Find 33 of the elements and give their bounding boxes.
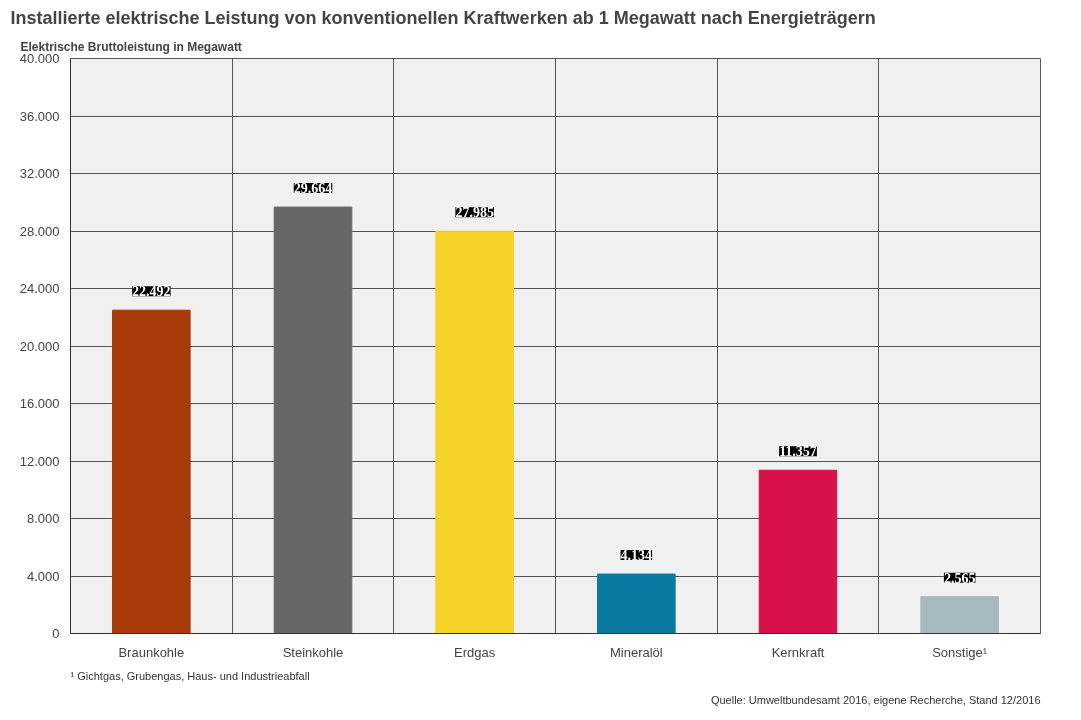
y-tick-label: 4.000 [26,568,60,584]
source-note: Quelle: Umweltbundesamt 2016, eigene Recherche, Stand 12/2016 [710,693,1041,706]
chart-title: Installierte elektrische Leistung von konventionellen Kraftwerken ab 1 Megawatt nach Energieträgern [10,7,876,28]
y-axis-title: Elektrische Bruttoleistung in Megawatt [20,39,242,54]
x-tick-label: Sonstige¹ [932,644,988,660]
data-label: 4.134 [620,548,653,564]
y-tick-label: 0 [52,626,60,641]
x-tick-label: Braunkohle [118,644,185,660]
y-tick-label: 16.000 [19,396,60,411]
y-tick-label: 12.000 [19,453,60,469]
x-tick-label: Mineralöl [609,644,663,660]
x-tick-label: Erdgas [454,644,496,660]
data-label: 22.492 [132,284,171,300]
y-tick-label: 32.000 [19,166,60,181]
text: ¹ Gichtgas, Grubengas, Haus- und Industrieabfall [70,669,310,682]
bar [758,469,838,634]
bar [112,309,191,634]
bar [273,206,353,634]
y-tick-label: 28.000 [19,223,60,239]
y-tick-label: 24.000 [19,281,60,296]
x-tick-label: Kernkraft [771,644,825,660]
data-label: 2.565 [943,570,976,586]
data-label: 29.664 [293,181,333,197]
bar [435,230,514,634]
y-tick-label: 20.000 [19,338,60,354]
data-label: 27.985 [455,205,494,221]
bar [597,573,676,634]
bar [920,596,999,634]
x-tick-label: Steinkohle [282,644,344,660]
data-label: 11.357 [779,444,817,460]
y-tick-label: 8.000 [26,511,60,526]
y-tick-label: 40.000 [19,51,60,66]
y-tick-label: 36.000 [19,108,60,124]
